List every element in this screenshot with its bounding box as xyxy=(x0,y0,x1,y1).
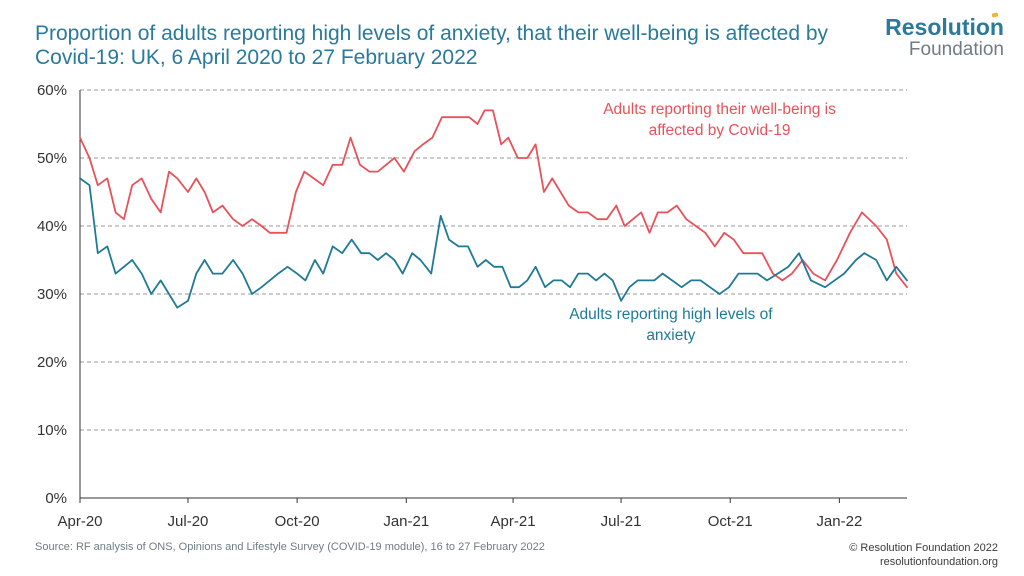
y-tick-label: 20% xyxy=(37,354,67,371)
annotation-line: Adults reporting their well-being is xyxy=(603,101,836,118)
y-tick-label: 30% xyxy=(37,286,67,303)
x-tick-label: Oct-21 xyxy=(708,513,753,530)
x-tick-label: Jul-20 xyxy=(168,513,209,530)
annotation-anxiety: Adults reporting high levels of anxiety xyxy=(569,306,773,344)
annotation-wellbeing: Adults reporting their well-being is affe… xyxy=(603,101,836,139)
series-line-wellbeing xyxy=(79,109,908,289)
y-tick-label: 0% xyxy=(45,490,67,507)
source-note: Source: RF analysis of ONS, Opinions and… xyxy=(35,541,545,553)
gridlines xyxy=(80,89,907,431)
x-tick-label: Jan-22 xyxy=(816,513,862,530)
x-tick-label: Jul-21 xyxy=(601,513,642,530)
x-tick-label: Apr-20 xyxy=(57,513,102,530)
resolution-foundation-logo: Resolution Foundation xyxy=(885,12,1004,60)
website-text: resolutionfoundation.org xyxy=(879,556,998,568)
series-lines xyxy=(79,109,908,309)
y-tick-label: 10% xyxy=(37,422,67,439)
copyright-text: © Resolution Foundation 2022 xyxy=(849,542,998,554)
x-axis: Apr-20 Jul-20 Oct-20 Jan-21 Apr-21 Jul-21 Oct-… xyxy=(57,497,907,530)
annotation-line: Adults reporting high levels of xyxy=(569,306,773,323)
logo-word-resolution: Resolution xyxy=(885,14,1004,40)
series-line-anxiety xyxy=(79,177,908,309)
chart-title: Proportion of adults reporting high leve… xyxy=(35,22,829,69)
logo-word-foundation: Foundation xyxy=(908,39,1004,60)
series-annotations: Adults reporting their well-being is affe… xyxy=(569,101,836,344)
copyright-block: © Resolution Foundation 2022 resolutionf… xyxy=(849,541,998,569)
x-tick-label: Apr-21 xyxy=(491,513,536,530)
y-tick-label: 50% xyxy=(37,150,67,167)
y-axis: 0% 10% 20% 30% 40% 50% 60% xyxy=(37,82,81,507)
x-tick-label: Jan-21 xyxy=(383,513,429,530)
x-tick-label: Oct-20 xyxy=(275,513,320,530)
annotation-line: affected by Covid-19 xyxy=(649,122,791,139)
y-tick-label: 60% xyxy=(37,82,67,99)
annotation-line: anxiety xyxy=(646,327,695,344)
y-tick-label: 40% xyxy=(37,218,67,235)
